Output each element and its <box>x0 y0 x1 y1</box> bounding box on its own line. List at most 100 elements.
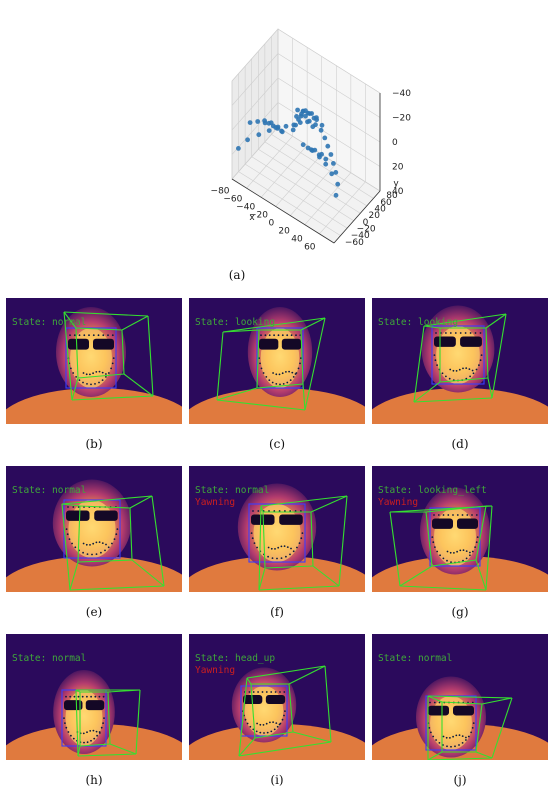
data-point <box>331 161 336 166</box>
head-pose-cube <box>427 695 513 760</box>
x-tick-label: −20 <box>249 210 268 220</box>
y-tick-label: −40 <box>351 231 370 241</box>
right-lens <box>93 338 114 350</box>
panel-b: State: normal <box>6 298 182 424</box>
y-axis-line <box>333 190 381 244</box>
head-pose-cube <box>75 689 141 757</box>
state-label: State: normal <box>378 653 452 664</box>
panel-i: State: head_up Yawning <box>189 634 365 760</box>
x-tick-label: 60 <box>304 243 316 253</box>
right-lens <box>85 700 105 711</box>
landmarks <box>258 334 302 386</box>
right-lens <box>457 518 478 529</box>
x-tick-label: −80 <box>211 186 230 196</box>
face-box <box>240 685 288 737</box>
data-point <box>307 111 312 116</box>
yawning-label: Yawning <box>378 497 418 508</box>
data-point <box>247 120 253 125</box>
y-tick-label: 60 <box>380 198 392 208</box>
y-tick-label: 80 <box>386 191 398 201</box>
yawning-label: Yawning <box>195 665 235 676</box>
data-point <box>255 119 261 124</box>
state-label: State: normal <box>12 485 86 496</box>
data-point <box>268 120 274 126</box>
data-point <box>298 113 304 119</box>
shoulders <box>189 388 365 424</box>
right-lens <box>281 338 302 350</box>
z-tick-label: −20 <box>392 114 411 124</box>
caption-i: (i) <box>270 773 284 787</box>
data-point <box>314 117 319 123</box>
head-pose-cube <box>63 311 154 401</box>
data-point <box>290 127 296 133</box>
left-lens <box>434 336 456 347</box>
caption-d: (d) <box>451 437 469 451</box>
data-point <box>300 142 306 148</box>
data-point <box>283 123 289 129</box>
caption-g: (g) <box>451 605 469 619</box>
face-core <box>430 696 472 750</box>
state-label: State: looking_left <box>378 485 487 496</box>
yawning-label: Yawning <box>195 497 235 508</box>
x-axis-line <box>231 178 335 244</box>
x-tick-label: 0 <box>268 218 274 228</box>
x-tick-label: 20 <box>278 227 290 237</box>
panel-h: State: normal <box>6 634 182 760</box>
data-point <box>329 171 335 177</box>
x-axis-label: x <box>249 213 255 223</box>
data-point <box>322 135 328 141</box>
caption-h: (h) <box>85 773 103 787</box>
scatter-3d-plot: −80−60−40−200204060x−60−40−20020406080y−… <box>211 28 411 253</box>
state-label: State: normal <box>12 317 86 328</box>
face-core <box>65 690 103 746</box>
data-point <box>294 114 299 119</box>
face-core <box>434 508 476 566</box>
shoulders <box>189 724 365 760</box>
landmarks <box>250 510 304 560</box>
data-point <box>335 181 341 187</box>
right-lens <box>279 514 303 525</box>
head-pose-cube <box>216 317 326 411</box>
landmarks <box>63 695 105 744</box>
data-point <box>310 124 316 130</box>
head-pose-cube <box>61 495 165 591</box>
right-lens <box>460 336 482 347</box>
data-point <box>319 122 325 128</box>
face-box <box>65 327 117 389</box>
data-point <box>312 147 318 153</box>
z-tick-label: −40 <box>392 89 411 99</box>
z-tick-label: 20 <box>392 163 404 173</box>
left-lens <box>432 518 453 529</box>
data-point <box>318 127 324 133</box>
data-point <box>300 108 306 114</box>
panel-j: State: normal <box>372 634 548 760</box>
x-tick-label: 40 <box>291 235 303 245</box>
state-label: State: normal <box>195 485 269 496</box>
state-label: State: normal <box>12 653 86 664</box>
data-point <box>319 151 324 157</box>
y-tick-label: 0 <box>363 218 369 228</box>
state-label: State: head_up <box>195 653 275 664</box>
landmarks <box>431 514 479 564</box>
data-point <box>245 137 251 143</box>
data-point <box>323 156 329 162</box>
caption-j: (j) <box>453 773 467 787</box>
data-point <box>295 107 300 113</box>
data-point <box>306 118 312 124</box>
caption-c: (c) <box>268 437 286 451</box>
left-lens <box>428 705 449 716</box>
panel-g: State: looking_left Yawning <box>372 466 548 592</box>
data-point <box>236 146 241 151</box>
face-box <box>431 325 485 385</box>
scatter-points <box>236 107 341 198</box>
panel-f: State: normal Yawning <box>189 466 365 592</box>
face-box <box>256 327 304 389</box>
left-lens <box>66 510 90 521</box>
y-tick-label: 40 <box>374 204 386 214</box>
data-point <box>256 132 262 138</box>
right-lens <box>265 695 286 704</box>
head-pose-cube <box>238 665 332 757</box>
data-point <box>333 170 339 175</box>
x-tick-label: −60 <box>223 194 242 204</box>
y-axis-label: y <box>393 179 399 189</box>
